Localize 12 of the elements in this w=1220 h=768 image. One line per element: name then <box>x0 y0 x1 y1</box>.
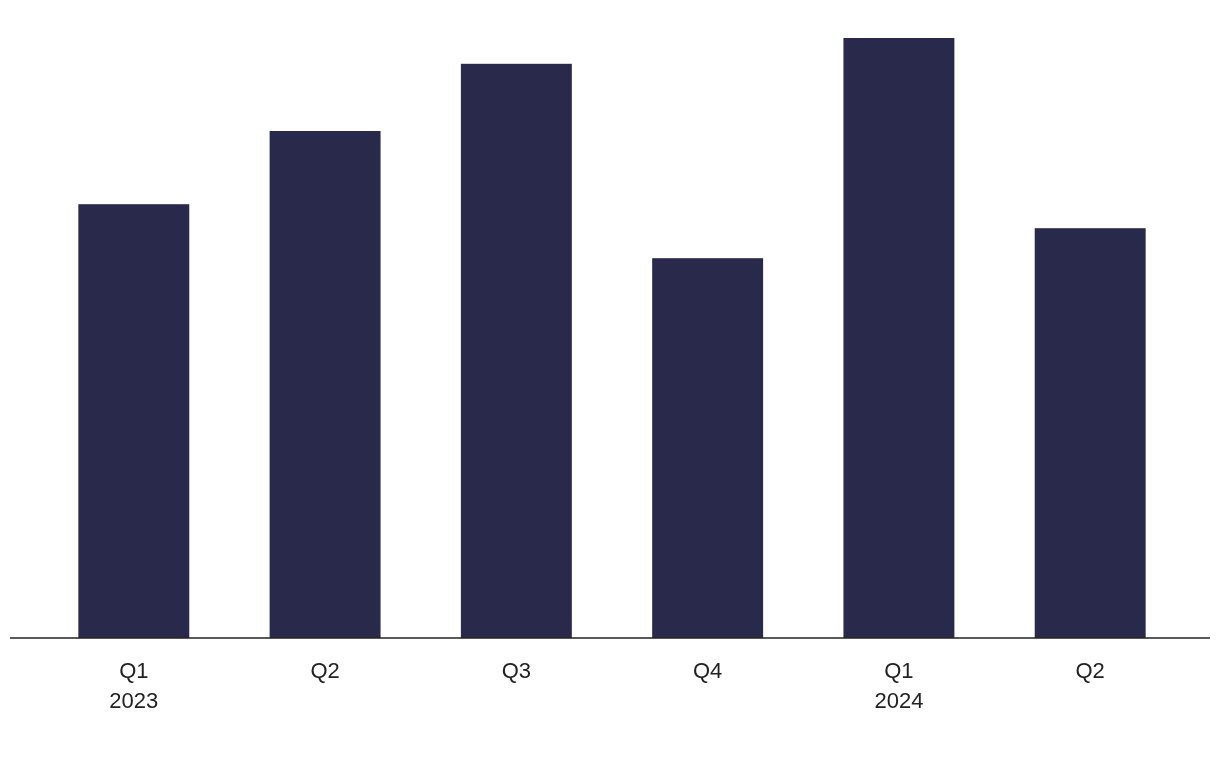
x-tick-label: Q1 2023 <box>109 658 159 713</box>
bar <box>78 204 190 638</box>
bar <box>269 131 381 638</box>
x-tick-label: Q2 <box>1075 658 1105 683</box>
bar <box>1034 228 1146 638</box>
bar <box>460 63 572 638</box>
x-tick-label: Q3 <box>501 658 532 683</box>
x-tick-label: Q1 2024 <box>874 658 924 713</box>
bar <box>843 38 955 638</box>
bar <box>652 258 764 638</box>
x-tick-label: Q2 <box>310 658 340 683</box>
x-tick-label: Q4 <box>692 658 723 683</box>
